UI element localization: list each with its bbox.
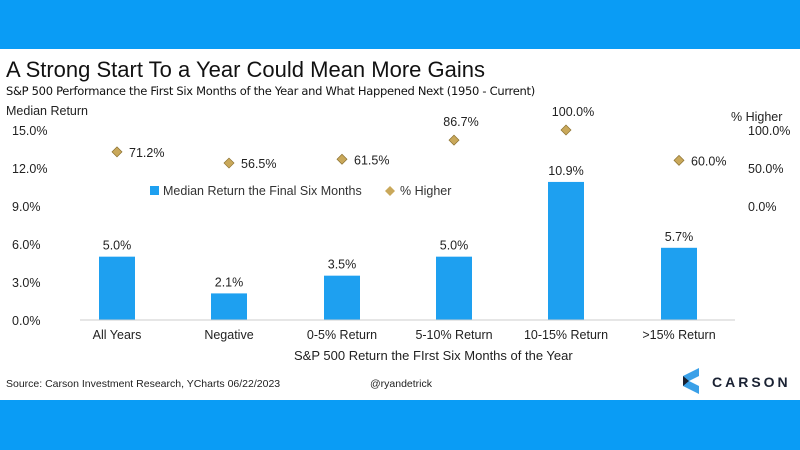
bar-data-label: 5.0% xyxy=(440,239,469,253)
y-tick-label: 15.0% xyxy=(12,124,47,138)
y2-tick-label: 50.0% xyxy=(748,162,783,176)
legend-diamond-label: % Higher xyxy=(400,184,451,198)
bar-data-label: 3.5% xyxy=(328,258,357,272)
chart-panel xyxy=(0,49,800,400)
x-tick-label: 10-15% Return xyxy=(524,328,608,342)
point-data-label: 56.5% xyxy=(241,157,276,171)
chart-subtitle: S&P 500 Performance the First Six Months… xyxy=(6,84,535,98)
point-data-label: 61.5% xyxy=(354,153,389,167)
legend-diamond-swatch xyxy=(385,186,395,196)
y2-tick-label: 0.0% xyxy=(748,200,777,214)
y-tick-label: 12.0% xyxy=(12,162,47,176)
y2-tick-label: 100.0% xyxy=(748,124,790,138)
y2-axis-label: % Higher xyxy=(731,110,783,124)
x-tick-label: 5-10% Return xyxy=(415,328,492,342)
point-data-label: 71.2% xyxy=(129,146,164,160)
diamond-point xyxy=(560,124,572,136)
bar xyxy=(324,275,360,320)
x-tick-label: All Years xyxy=(93,328,142,342)
point-data-label: 86.7% xyxy=(443,115,478,129)
y-axis-label: Median Return xyxy=(6,104,88,118)
legend-bar-swatch xyxy=(150,186,159,195)
y-tick-label: 0.0% xyxy=(12,314,41,328)
legend-bar-label: Median Return the Final Six Months xyxy=(163,184,362,198)
bar xyxy=(661,247,697,320)
carson-logo-text: CARSON xyxy=(712,374,791,390)
diamond-point xyxy=(111,146,123,158)
diamond-point xyxy=(448,134,460,146)
bar-data-label: 5.7% xyxy=(665,230,694,244)
bar xyxy=(99,256,135,320)
bar xyxy=(436,256,472,320)
bar-data-label: 5.0% xyxy=(103,239,132,253)
diamond-point xyxy=(223,157,235,169)
x-tick-label: Negative xyxy=(204,328,253,342)
point-data-label: 60.0% xyxy=(691,154,726,168)
bar xyxy=(211,293,247,320)
bar-data-label: 2.1% xyxy=(215,275,244,289)
y-tick-label: 9.0% xyxy=(12,200,41,214)
twitter-handle: @ryandetrick xyxy=(370,378,433,390)
diamond-point xyxy=(336,153,348,165)
y-tick-label: 6.0% xyxy=(12,238,41,252)
source-note: Source: Carson Investment Research, YCha… xyxy=(6,378,281,390)
x-tick-label: >15% Return xyxy=(642,328,715,342)
x-axis-label: S&P 500 Return the FIrst Six Months of t… xyxy=(294,348,573,363)
point-data-label: 100.0% xyxy=(552,105,594,119)
diamond-point xyxy=(673,154,685,166)
carson-logo-icon xyxy=(683,368,699,394)
bar xyxy=(548,181,584,320)
chart-title: A Strong Start To a Year Could Mean More… xyxy=(6,57,485,82)
bar-data-label: 10.9% xyxy=(548,164,583,178)
x-tick-label: 0-5% Return xyxy=(307,328,377,342)
y-tick-label: 3.0% xyxy=(12,276,41,290)
